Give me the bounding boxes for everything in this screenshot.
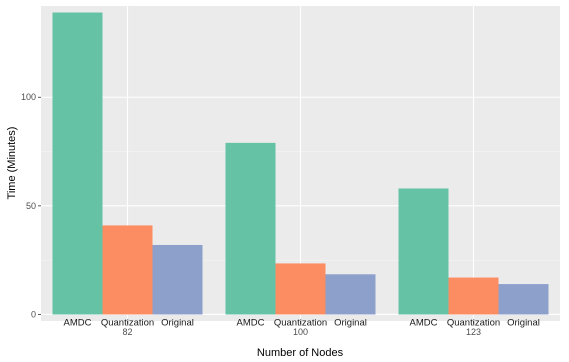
bar-quantization-123 bbox=[448, 277, 499, 315]
x-tick-label: 100 bbox=[293, 327, 308, 337]
x-axis: 82 100 123 bbox=[122, 321, 481, 337]
bars bbox=[52, 12, 549, 315]
y-tick-label: 100 bbox=[21, 92, 36, 102]
bar-amdc-100 bbox=[225, 142, 276, 315]
bar-original-82 bbox=[152, 244, 203, 315]
y-axis-title: Time (Minutes) bbox=[6, 127, 18, 200]
bar-label: AMDC bbox=[64, 317, 92, 328]
bar-original-100 bbox=[325, 274, 376, 315]
bar-original-123 bbox=[498, 284, 549, 315]
bar-quantization-100 bbox=[275, 263, 326, 315]
x-axis-title: Number of Nodes bbox=[257, 347, 344, 359]
bar-label: Original bbox=[507, 317, 540, 328]
bar-label: AMDC bbox=[237, 317, 265, 328]
y-tick-label: 50 bbox=[26, 201, 36, 211]
bar-label: Original bbox=[334, 317, 367, 328]
x-tick-label: 123 bbox=[466, 327, 481, 337]
bar-amdc-82 bbox=[52, 12, 103, 315]
bar-quantization-82 bbox=[102, 225, 153, 315]
bar-label: Original bbox=[161, 317, 194, 328]
x-tick-label: 82 bbox=[122, 327, 132, 337]
bar-amdc-123 bbox=[398, 188, 449, 315]
bar-label: AMDC bbox=[410, 317, 438, 328]
y-tick-label: 0 bbox=[31, 309, 36, 319]
y-axis: 0 50 100 bbox=[21, 92, 41, 319]
